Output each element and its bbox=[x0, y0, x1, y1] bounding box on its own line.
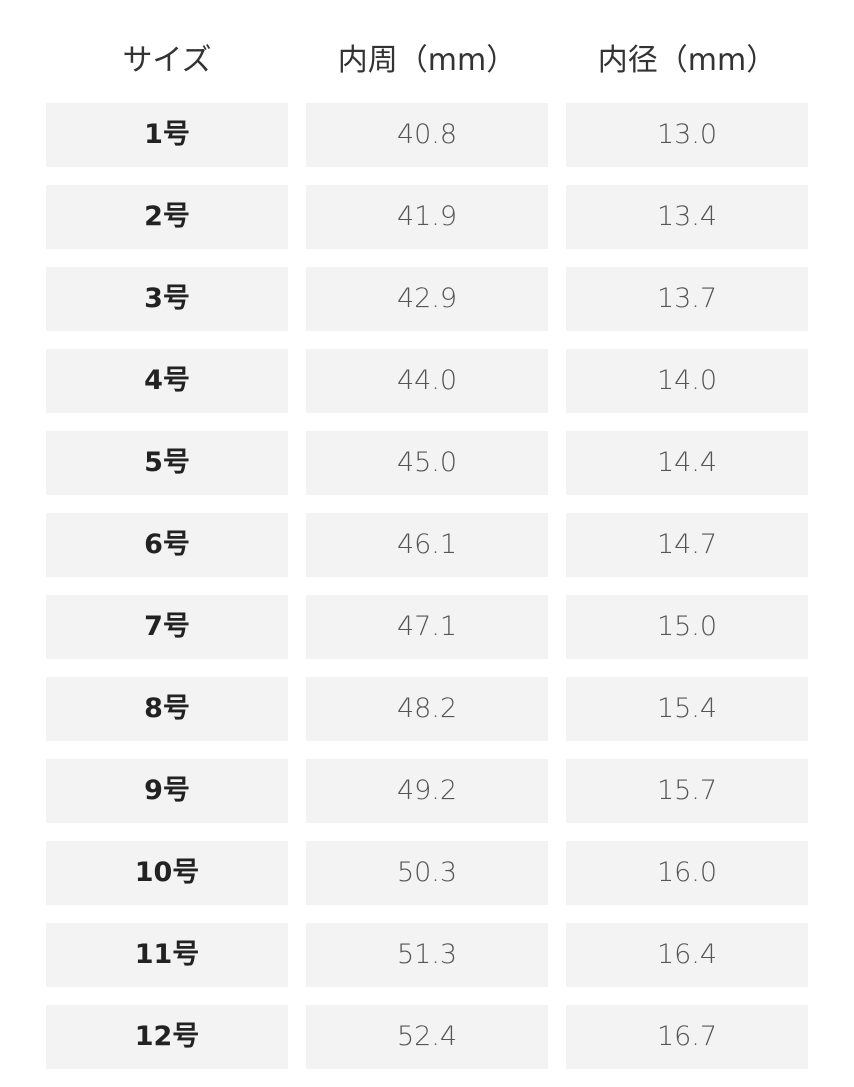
size-cell: 10号 bbox=[46, 841, 288, 905]
table-row: 11号 51.3 16.4 bbox=[46, 923, 808, 987]
diameter-cell: 13.0 bbox=[566, 103, 808, 167]
diameter-cell: 14.7 bbox=[566, 513, 808, 577]
circumference-cell: 46.1 bbox=[306, 513, 548, 577]
circumference-cell: 44.0 bbox=[306, 349, 548, 413]
diameter-cell: 15.4 bbox=[566, 677, 808, 741]
size-cell: 12号 bbox=[46, 1005, 288, 1069]
table-row: 7号 47.1 15.0 bbox=[46, 595, 808, 659]
table-row: 1号 40.8 13.0 bbox=[46, 103, 808, 167]
size-cell: 5号 bbox=[46, 431, 288, 495]
circumference-cell: 47.1 bbox=[306, 595, 548, 659]
circumference-cell: 52.4 bbox=[306, 1005, 548, 1069]
size-cell: 9号 bbox=[46, 759, 288, 823]
table-row: 10号 50.3 16.0 bbox=[46, 841, 808, 905]
diameter-cell: 15.7 bbox=[566, 759, 808, 823]
circumference-cell: 42.9 bbox=[306, 267, 548, 331]
diameter-cell: 14.4 bbox=[566, 431, 808, 495]
diameter-cell: 13.4 bbox=[566, 185, 808, 249]
size-cell: 2号 bbox=[46, 185, 288, 249]
size-cell: 8号 bbox=[46, 677, 288, 741]
diameter-cell: 16.0 bbox=[566, 841, 808, 905]
circumference-cell: 49.2 bbox=[306, 759, 548, 823]
header-size: サイズ bbox=[122, 43, 212, 78]
diameter-cell: 16.7 bbox=[566, 1005, 808, 1069]
table-row: 12号 52.4 16.7 bbox=[46, 1005, 808, 1069]
table-row: 9号 49.2 15.7 bbox=[46, 759, 808, 823]
diameter-cell: 16.4 bbox=[566, 923, 808, 987]
diameter-cell: 14.0 bbox=[566, 349, 808, 413]
diameter-cell: 13.7 bbox=[566, 267, 808, 331]
header-inner-circumference: 内周（mm） bbox=[337, 43, 517, 78]
diameter-cell: 15.0 bbox=[566, 595, 808, 659]
circumference-cell: 40.8 bbox=[306, 103, 548, 167]
table-row: 6号 46.1 14.7 bbox=[46, 513, 808, 577]
table-row: 5号 45.0 14.4 bbox=[46, 431, 808, 495]
circumference-cell: 48.2 bbox=[306, 677, 548, 741]
table-row: 2号 41.9 13.4 bbox=[46, 185, 808, 249]
table-row: 3号 42.9 13.7 bbox=[46, 267, 808, 331]
circumference-cell: 51.3 bbox=[306, 923, 548, 987]
table-header: サイズ 内周（mm） 内径（mm） bbox=[46, 36, 808, 86]
size-table: 1号 40.8 13.0 2号 41.9 13.4 3号 42.9 13.7 4号 44.0 14.0… bbox=[46, 103, 808, 1087]
size-cell: 7号 bbox=[46, 595, 288, 659]
size-cell: 1号 bbox=[46, 103, 288, 167]
circumference-cell: 50.3 bbox=[306, 841, 548, 905]
size-cell: 4号 bbox=[46, 349, 288, 413]
header-inner-diameter: 内径（mm） bbox=[597, 43, 777, 78]
size-cell: 11号 bbox=[46, 923, 288, 987]
table-row: 8号 48.2 15.4 bbox=[46, 677, 808, 741]
circumference-cell: 41.9 bbox=[306, 185, 548, 249]
circumference-cell: 45.0 bbox=[306, 431, 548, 495]
size-cell: 6号 bbox=[46, 513, 288, 577]
size-cell: 3号 bbox=[46, 267, 288, 331]
table-row: 4号 44.0 14.0 bbox=[46, 349, 808, 413]
